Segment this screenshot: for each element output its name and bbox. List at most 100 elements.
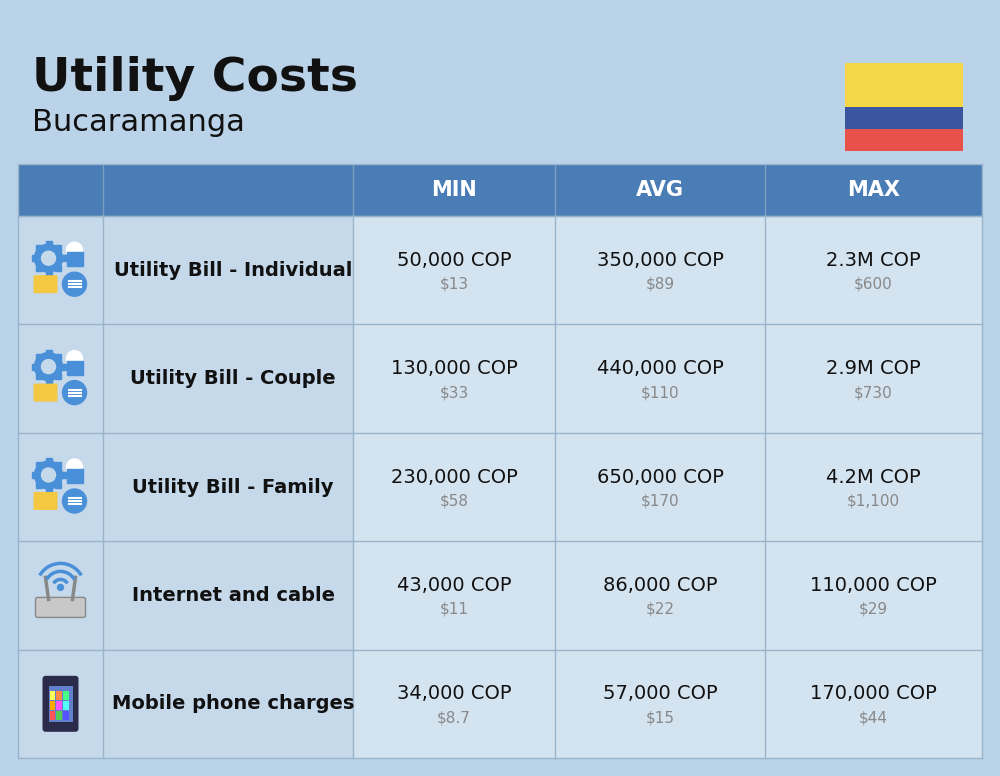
Bar — [18, 164, 982, 216]
Text: $58: $58 — [440, 494, 468, 508]
Bar — [353, 216, 982, 324]
Bar — [18, 324, 353, 433]
Text: Utility Bill - Couple: Utility Bill - Couple — [130, 369, 336, 388]
Circle shape — [66, 242, 82, 258]
Bar — [36, 245, 42, 251]
Text: 440,000 COP: 440,000 COP — [597, 359, 723, 378]
Bar — [60, 255, 66, 262]
Bar — [55, 462, 61, 468]
FancyBboxPatch shape — [34, 275, 58, 293]
Text: 2.3M COP: 2.3M COP — [826, 251, 921, 270]
Bar — [66, 361, 82, 375]
Text: Utility Bill - Family: Utility Bill - Family — [132, 477, 334, 497]
Bar — [63, 711, 68, 720]
Bar — [55, 373, 61, 379]
Text: 57,000 COP: 57,000 COP — [603, 684, 717, 703]
Bar — [56, 701, 62, 710]
Text: $8.7: $8.7 — [437, 710, 471, 726]
Bar — [46, 458, 52, 464]
Bar — [353, 324, 982, 433]
Bar — [36, 462, 42, 468]
Text: 350,000 COP: 350,000 COP — [597, 251, 723, 270]
Text: 110,000 COP: 110,000 COP — [810, 576, 937, 595]
Text: 4.2M COP: 4.2M COP — [826, 467, 921, 487]
Bar — [55, 245, 61, 251]
Bar — [18, 216, 353, 324]
Text: $11: $11 — [440, 602, 468, 617]
Bar — [46, 350, 52, 355]
Bar — [55, 482, 61, 488]
Bar — [36, 373, 42, 379]
Bar — [353, 650, 982, 758]
Bar — [36, 354, 42, 360]
Bar — [50, 711, 55, 720]
Bar — [48, 686, 72, 722]
Text: 650,000 COP: 650,000 COP — [597, 467, 723, 487]
Bar — [32, 255, 38, 262]
Circle shape — [42, 251, 56, 265]
Bar — [18, 650, 353, 758]
Text: Internet and cable: Internet and cable — [132, 586, 334, 605]
Circle shape — [42, 359, 56, 373]
Bar — [18, 433, 353, 541]
Text: $1,100: $1,100 — [847, 494, 900, 508]
Bar — [353, 541, 982, 650]
Bar — [46, 269, 52, 275]
Circle shape — [34, 352, 62, 380]
Bar — [63, 691, 68, 700]
Text: Bucaramanga: Bucaramanga — [32, 108, 245, 137]
Text: $15: $15 — [646, 710, 674, 726]
FancyBboxPatch shape — [34, 383, 58, 402]
Text: $29: $29 — [859, 602, 888, 617]
Text: Utility Costs: Utility Costs — [32, 56, 358, 101]
Circle shape — [62, 272, 87, 296]
Bar — [50, 701, 55, 710]
Bar — [845, 107, 963, 129]
Bar — [60, 364, 66, 369]
Text: 130,000 COP: 130,000 COP — [391, 359, 517, 378]
Text: MIN: MIN — [431, 180, 477, 200]
Circle shape — [34, 461, 62, 489]
Circle shape — [34, 244, 62, 272]
Bar — [353, 433, 982, 541]
FancyBboxPatch shape — [34, 492, 58, 510]
Circle shape — [62, 489, 87, 513]
Text: AVG: AVG — [636, 180, 684, 200]
Bar — [56, 691, 62, 700]
Text: $170: $170 — [641, 494, 679, 508]
Bar — [46, 241, 52, 248]
Text: $89: $89 — [645, 277, 675, 292]
Text: $13: $13 — [439, 277, 469, 292]
Bar — [32, 472, 38, 478]
Bar — [845, 63, 963, 107]
Bar — [50, 691, 55, 700]
Text: $600: $600 — [854, 277, 893, 292]
Text: MAX: MAX — [847, 180, 900, 200]
Bar — [18, 541, 353, 650]
Text: 230,000 COP: 230,000 COP — [391, 467, 517, 487]
Bar — [55, 354, 61, 360]
Text: 50,000 COP: 50,000 COP — [397, 251, 511, 270]
Bar — [845, 129, 963, 151]
Text: 170,000 COP: 170,000 COP — [810, 684, 937, 703]
Text: $22: $22 — [646, 602, 674, 617]
Text: $110: $110 — [641, 385, 679, 400]
Bar — [60, 472, 66, 478]
Circle shape — [66, 351, 82, 366]
Text: $33: $33 — [439, 385, 469, 400]
Text: 2.9M COP: 2.9M COP — [826, 359, 921, 378]
FancyBboxPatch shape — [42, 676, 78, 732]
Circle shape — [58, 584, 64, 591]
Bar — [66, 469, 82, 483]
Circle shape — [62, 380, 87, 404]
Bar — [36, 265, 42, 271]
Bar — [63, 701, 68, 710]
Circle shape — [42, 468, 56, 482]
Text: 86,000 COP: 86,000 COP — [603, 576, 717, 595]
Text: $730: $730 — [854, 385, 893, 400]
Circle shape — [66, 459, 82, 475]
Bar — [55, 265, 61, 271]
Text: Utility Bill - Individual: Utility Bill - Individual — [114, 261, 352, 279]
Bar — [66, 252, 82, 266]
Bar — [46, 486, 52, 492]
